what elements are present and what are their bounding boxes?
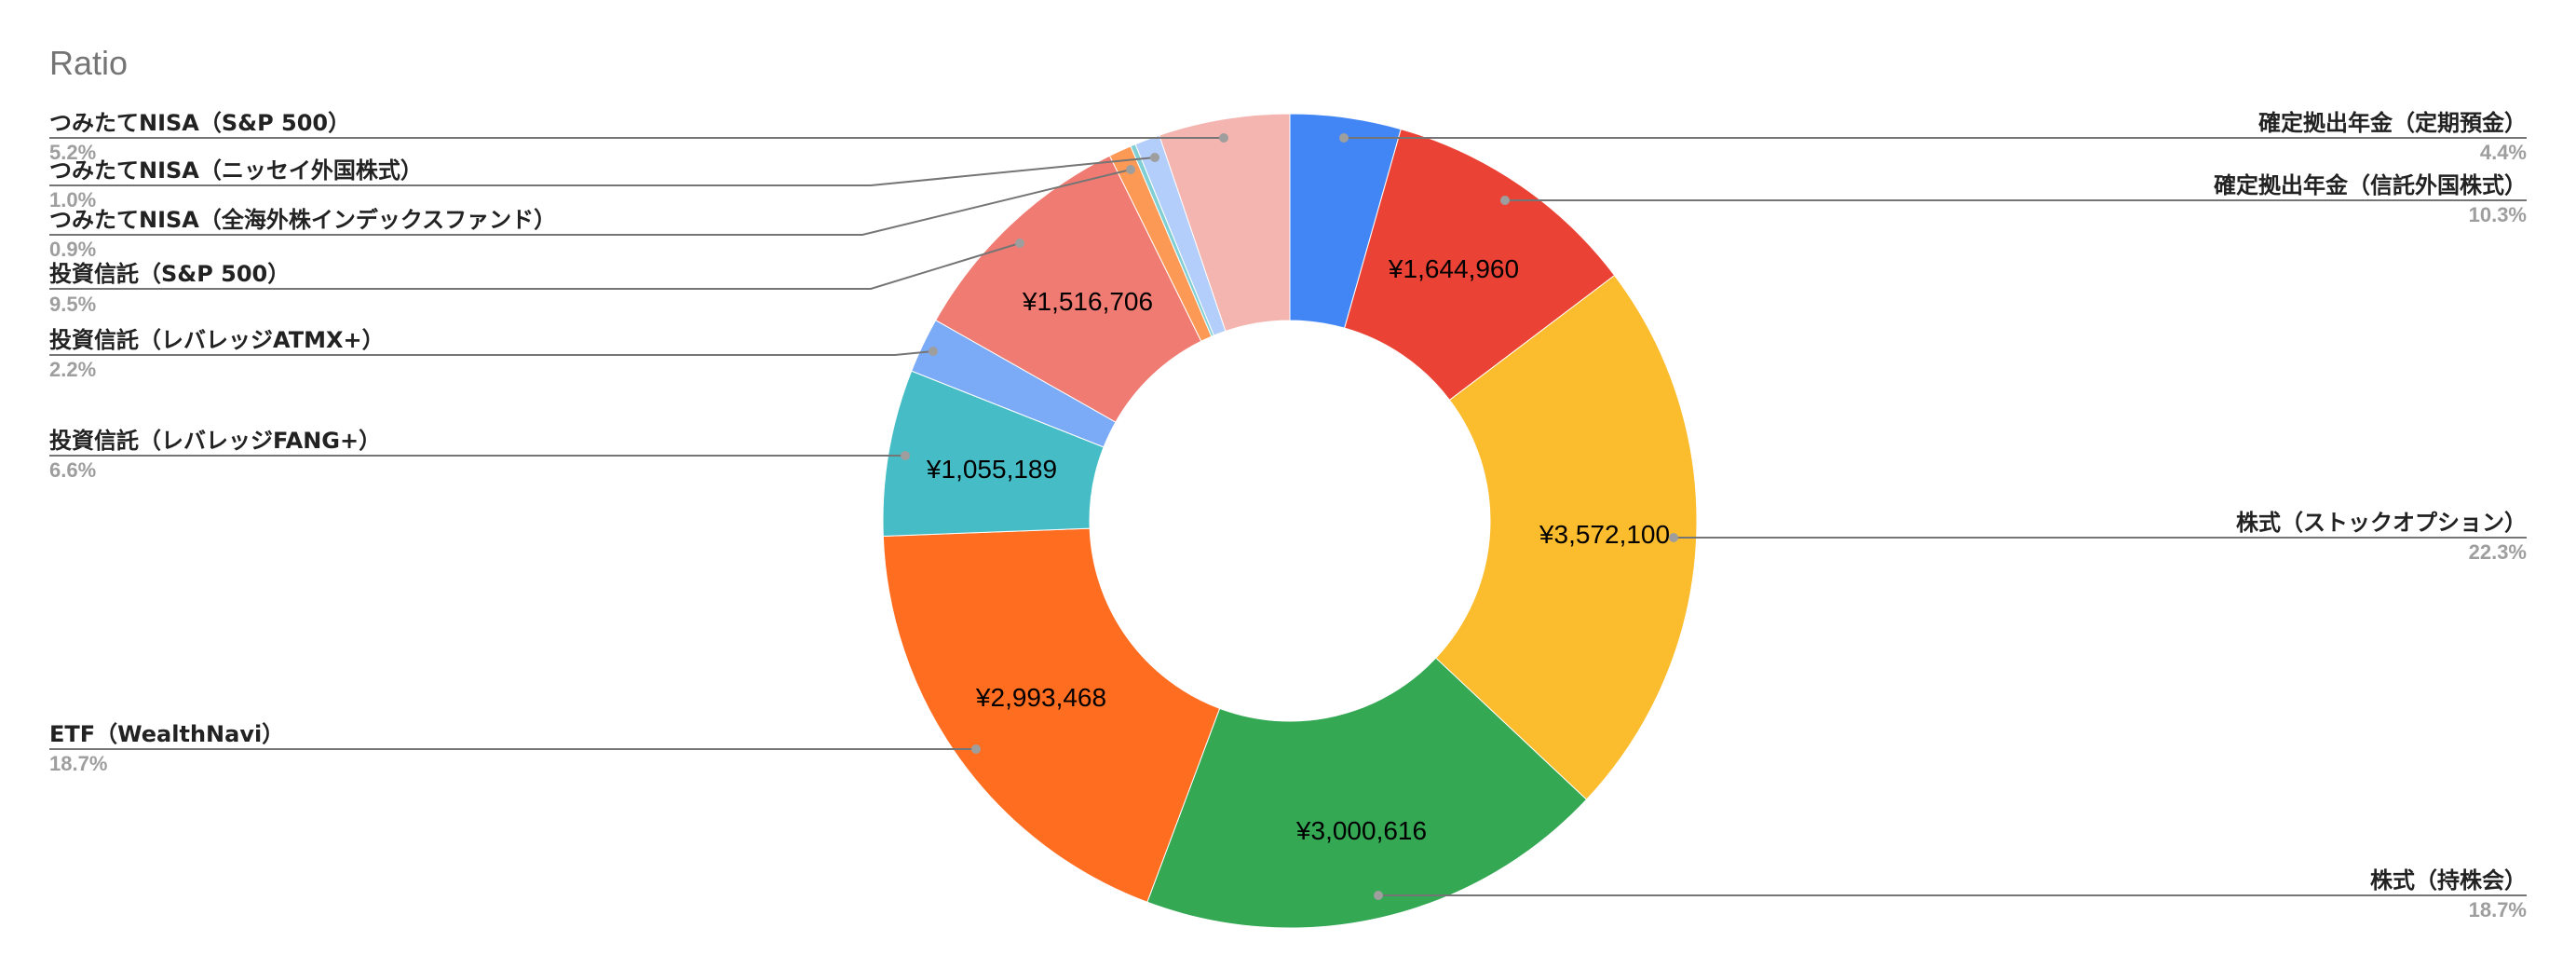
slice-percent: 1.0% <box>49 188 96 212</box>
slice-label: 株式（持株会） <box>2370 867 2527 894</box>
slice-percent: 5.2% <box>49 141 96 164</box>
slice-percent: 10.3% <box>2469 203 2527 226</box>
value-label: ¥1,644,960 <box>1388 254 1519 283</box>
value-label: ¥3,000,616 <box>1295 816 1427 845</box>
slice-percent: 9.5% <box>49 293 96 316</box>
slice-label: 投資信託（S&P 500） <box>49 261 290 287</box>
leader-dot <box>1150 153 1159 162</box>
slice-label: 投資信託（レバレッジFANG+） <box>49 428 381 454</box>
slice-label: つみたてNISA（S&P 500） <box>49 110 350 136</box>
slice-label: 投資信託（レバレッジATMX+） <box>49 327 385 353</box>
slice-percent: 2.2% <box>49 358 96 381</box>
value-label: ¥2,993,468 <box>975 683 1106 712</box>
slice-percent: 18.7% <box>2469 898 2527 921</box>
slice-label: 確定拠出年金（定期預金） <box>2258 110 2527 136</box>
value-label: ¥3,572,100 <box>1539 520 1670 549</box>
slice-label: ETF（WealthNavi） <box>49 721 284 747</box>
donut-slice[interactable] <box>1435 274 1698 800</box>
leader-dot <box>1339 133 1349 143</box>
leader-line <box>49 350 934 356</box>
slices <box>882 113 1698 929</box>
leader-dot <box>1374 891 1383 900</box>
value-label: ¥1,516,706 <box>1022 287 1153 316</box>
leader-line <box>49 169 1132 236</box>
leader-dot <box>1126 165 1135 174</box>
leader-dot <box>1500 196 1510 205</box>
leader-line <box>49 157 1156 186</box>
donut-slice[interactable] <box>1146 657 1588 929</box>
slice-label: 確定拠出年金（信託外国株式） <box>2214 172 2527 198</box>
slice-percent: 0.9% <box>49 238 96 261</box>
leader-dot <box>1669 533 1678 542</box>
leader-dot <box>1219 133 1228 143</box>
leader-dot <box>901 451 910 460</box>
chart-title: Ratio <box>49 44 128 82</box>
donut-slice[interactable] <box>882 527 1221 903</box>
donut-slice[interactable] <box>1159 113 1291 333</box>
slice-label: つみたてNISA（ニッセイ外国株式） <box>49 157 423 184</box>
slice-percent: 4.4% <box>2480 141 2527 164</box>
slice-percent: 22.3% <box>2469 540 2527 564</box>
value-label: ¥1,055,189 <box>926 455 1057 484</box>
slice-label: 株式（ストックオプション） <box>2236 510 2527 536</box>
slice-percent: 6.6% <box>49 458 96 482</box>
slice-label: つみたてNISA（全海外株インデックスファンド） <box>49 207 556 233</box>
leader-dot <box>1015 239 1024 248</box>
leader-lines <box>49 133 2527 900</box>
donut-slice[interactable] <box>1344 128 1616 402</box>
slice-percent: 18.7% <box>49 752 107 775</box>
leader-line <box>49 242 1021 290</box>
leader-dot <box>929 347 938 356</box>
leader-dot <box>971 744 981 754</box>
